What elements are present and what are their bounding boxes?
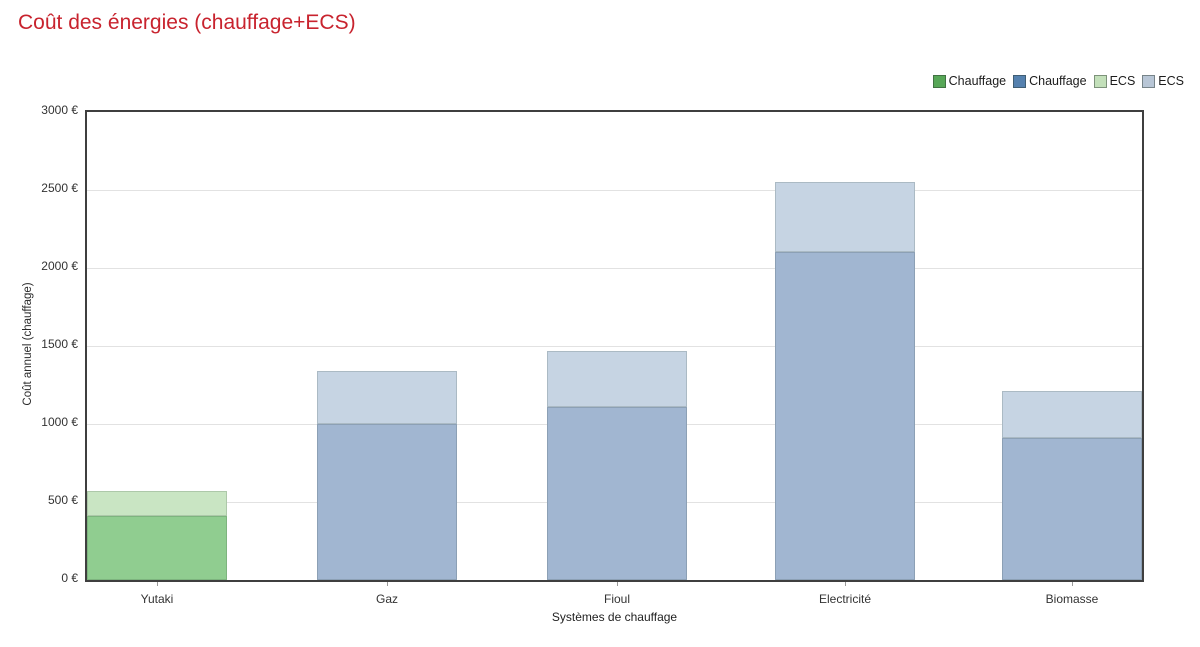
legend: Chauffage Chauffage ECS ECS	[926, 74, 1184, 88]
legend-label: ECS	[1158, 74, 1184, 88]
bar-segment-electricité-ecs	[775, 182, 915, 253]
bar-fioul	[547, 350, 687, 580]
y-tick-label-2500: 2500 €	[41, 181, 78, 195]
bar-segment-biomasse-chauffage	[1002, 438, 1142, 580]
bar-biomasse	[1002, 391, 1142, 580]
bar-yutaki	[87, 491, 227, 580]
x-tick-mark	[845, 582, 846, 586]
bar-segment-biomasse-ecs	[1002, 391, 1142, 439]
legend-swatch-icon	[932, 74, 946, 88]
bar-gaz	[317, 370, 457, 580]
x-tick-label-yutaki: Yutaki	[140, 592, 174, 606]
x-tick-label-fioul: Fioul	[603, 592, 631, 606]
y-axis-title: Coût annuel (chauffage)	[22, 282, 34, 406]
legend-swatch-icon	[1093, 74, 1107, 88]
x-tick-mark	[387, 582, 388, 586]
y-tick-label-500: 500 €	[47, 493, 78, 507]
x-axis-title: Systèmes de chauffage	[551, 610, 678, 624]
bar-electricité	[775, 182, 915, 580]
gridline-2500	[87, 190, 1142, 191]
gridline-2000	[87, 268, 1142, 269]
y-tick-label-3000: 3000 €	[41, 103, 78, 117]
y-tick-label-0: 0 €	[61, 571, 78, 585]
y-tick-label-2000: 2000 €	[41, 259, 78, 273]
x-tick-mark	[157, 582, 158, 586]
y-tick-label-1000: 1000 €	[41, 415, 78, 429]
legend-item-1-chauffage[interactable]: Chauffage	[1013, 74, 1087, 88]
legend-swatch-icon	[1013, 74, 1027, 88]
bar-segment-yutaki-chauffage	[87, 516, 227, 580]
x-tick-label-gaz: Gaz	[375, 592, 399, 606]
legend-item-0-chauffage[interactable]: Chauffage	[932, 74, 1007, 88]
legend-swatch-icon	[1142, 74, 1156, 88]
gridline-1500	[87, 346, 1142, 347]
plot-area	[85, 110, 1144, 582]
x-tick-mark	[1072, 582, 1073, 586]
x-tick-label-electricité: Electricité	[818, 592, 872, 606]
x-tick-label-biomasse: Biomasse	[1045, 592, 1099, 606]
bar-segment-gaz-chauffage	[317, 424, 457, 580]
legend-label: Chauffage	[948, 74, 1007, 88]
legend-item-3-ecs[interactable]: ECS	[1142, 74, 1184, 88]
x-tick-mark	[617, 582, 618, 586]
legend-item-2-ecs[interactable]: ECS	[1093, 74, 1136, 88]
bar-segment-electricité-chauffage	[775, 252, 915, 580]
y-tick-label-1500: 1500 €	[41, 337, 78, 351]
legend-label: ECS	[1109, 74, 1136, 88]
bar-segment-fioul-chauffage	[547, 406, 687, 580]
bar-segment-yutaki-ecs	[87, 491, 227, 517]
bar-segment-gaz-ecs	[317, 370, 457, 424]
bar-segment-fioul-ecs	[547, 350, 687, 407]
chart-title: Coût des énergies (chauffage+ECS)	[18, 11, 356, 34]
legend-label: Chauffage	[1029, 74, 1087, 88]
